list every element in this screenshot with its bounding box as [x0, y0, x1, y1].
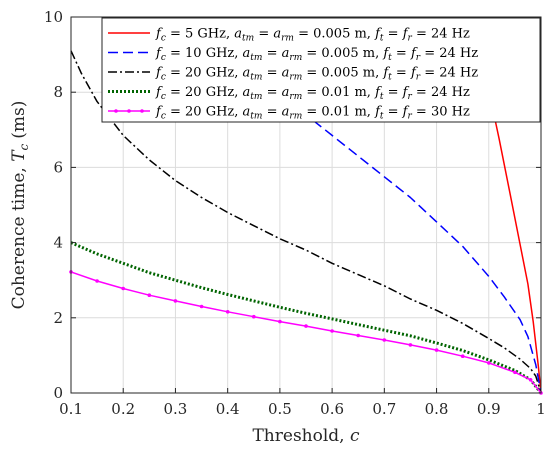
series-point	[95, 279, 99, 283]
series-point	[487, 361, 491, 365]
x-tick-label: 0.7	[372, 400, 396, 418]
x-tick-label: 0.1	[59, 400, 83, 418]
series-line-2	[289, 101, 542, 394]
series-point	[278, 319, 282, 324]
x-tick-label: 0.8	[425, 400, 449, 418]
x-tick-label: 0.4	[216, 400, 240, 418]
legend-label-2: fc = 10 GHz, atm = arm = 0.005 m, ft = f…	[155, 46, 478, 63]
y-tick-label: 8	[53, 83, 63, 101]
series-point	[513, 370, 517, 375]
series-point	[408, 343, 413, 347]
x-axis-title-var: c	[350, 426, 360, 446]
y-tick-label: 6	[53, 158, 63, 176]
legend-box	[101, 17, 541, 123]
legend-marker	[114, 109, 118, 113]
y-axis-title-unit: (ms)	[9, 101, 29, 139]
x-tick-label: 0.5	[268, 400, 292, 418]
series-point	[528, 378, 533, 382]
y-axis-title: Coherence time, Tc (ms)	[9, 101, 31, 310]
series-line-3	[70, 50, 542, 394]
series-point	[330, 329, 334, 333]
x-tick-label: 0.2	[111, 400, 135, 418]
y-axis-title-text: Coherence time,	[9, 167, 29, 309]
y-tick-label: 10	[44, 8, 63, 26]
series-point	[304, 324, 308, 328]
plot-frame	[70, 16, 542, 394]
series-point	[173, 299, 178, 303]
series-line-4	[70, 241, 543, 394]
x-tick-label: 1	[536, 400, 546, 418]
legend-label-4: fc = 20 GHz, atm = arm = 0.01 m, ft = fr…	[155, 85, 470, 102]
y-axis-title-var: T	[9, 149, 29, 162]
legend-marker	[140, 109, 144, 113]
legend-label-1: fc = 5 GHz, atm = arm = 0.005 m, ft = fr…	[155, 27, 470, 44]
series-point	[252, 314, 256, 319]
series-point	[225, 310, 230, 314]
x-axis-title-text: Threshold,	[252, 426, 344, 446]
series-point	[434, 348, 439, 352]
series-point	[199, 304, 204, 309]
legend-marker	[127, 109, 131, 113]
series-line-5	[70, 271, 542, 394]
x-tick-label: 0.6	[320, 400, 344, 418]
y-axis-title-var-sub: c	[17, 143, 31, 150]
y-tick-label: 2	[53, 309, 63, 327]
series-point	[147, 293, 152, 298]
legend-label-5: fc = 20 GHz, atm = arm = 0.01 m, ft = fr…	[155, 105, 470, 122]
x-axis-title: Threshold, c	[252, 426, 360, 446]
y-tick-label: 0	[53, 384, 63, 402]
series-point	[460, 354, 465, 359]
y-tick-label: 4	[53, 234, 63, 252]
x-tick-label: 0.3	[164, 400, 188, 418]
series-point	[382, 338, 387, 342]
series-point	[121, 286, 125, 291]
legend-label-3: fc = 20 GHz, atm = arm = 0.005 m, ft = f…	[155, 66, 478, 83]
legend: fc = 5 GHz, atm = arm = 0.005 m, ft = fr…	[101, 17, 541, 123]
x-tick-label: 0.9	[477, 400, 501, 418]
series-point	[356, 333, 361, 338]
